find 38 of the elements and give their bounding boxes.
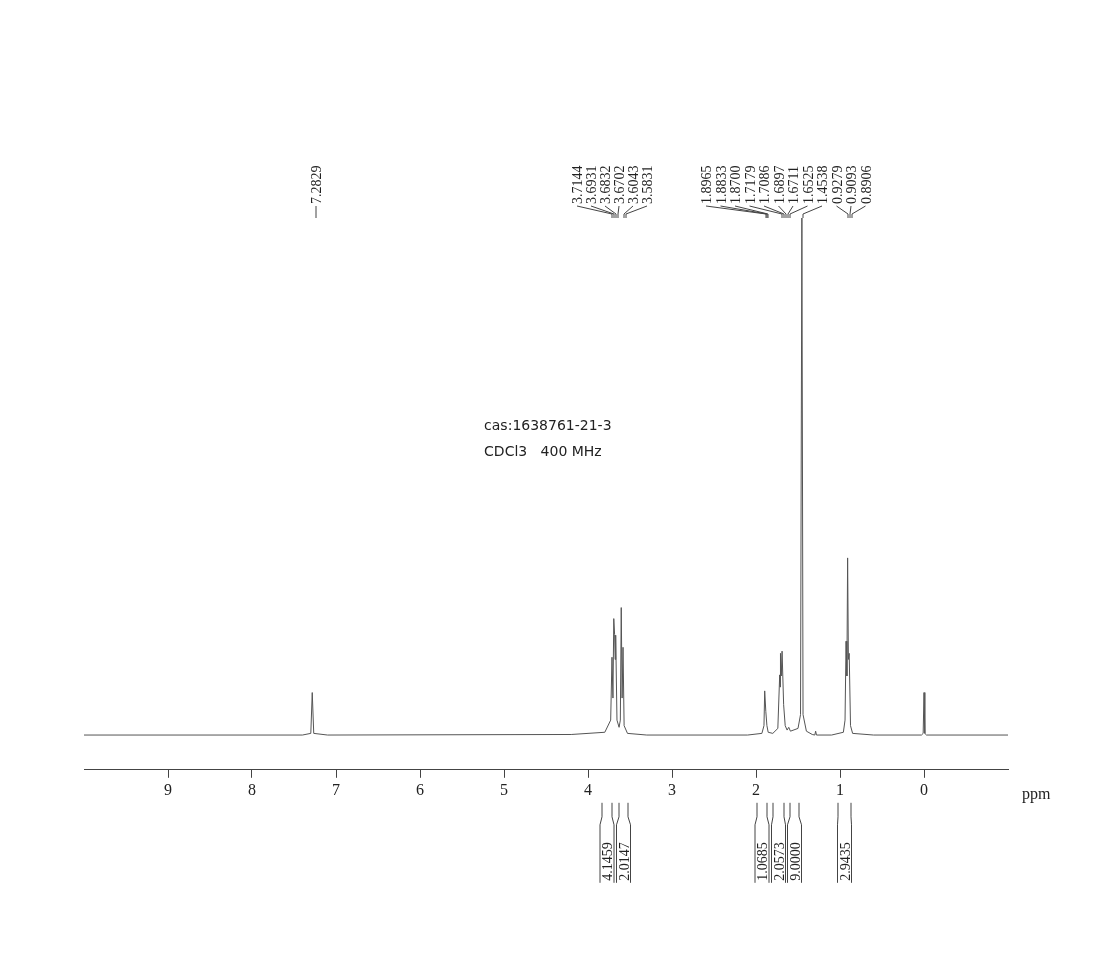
text: 1.0685 [755,842,770,881]
x-tick-label: 3 [668,780,676,798]
x-axis-title: ppm [1022,785,1051,803]
text: 2.0147 [616,842,632,881]
text: 1.8833 [713,165,729,204]
text: 1.7086 [757,165,772,204]
x-tick-label: 1 [836,780,844,798]
text: 3.6832 [598,165,613,204]
x-tick-label: 9 [164,780,172,798]
x-tick-label: 6 [416,780,424,798]
x-tick-label: 5 [500,780,508,798]
text: 3.6702 [612,165,627,204]
x-tick-label: 0 [920,780,928,798]
text: 3.6043 [626,165,641,204]
x-tick-label: 8 [248,780,256,798]
x-tick-label: 2 [752,780,760,798]
text: 1.4538 [815,165,830,204]
text: 0.9093 [844,165,859,204]
text: 2.0573 [771,842,787,881]
x-tick-label: 7 [332,780,340,798]
x-tick-label: 4 [584,780,592,798]
text: 4.1459 [600,842,615,881]
text: 9.0000 [787,842,803,881]
text: 3.7144 [570,165,585,204]
annotation: cas:1638761-21-3 [484,416,612,433]
text: 1.7179 [742,165,758,204]
text: 7.2829 [309,165,324,204]
text: 1.8700 [728,165,743,204]
text: 0.9279 [829,165,845,204]
text: 3.6931 [584,165,599,204]
text: 2.9435 [837,842,853,881]
text: 1.6711 [786,166,801,204]
text: 3.5831 [640,165,655,204]
annotation: CDCl3 400 MHz [484,442,602,459]
text: 1.8965 [699,165,714,204]
text: 1.6897 [771,165,787,204]
text: 1.6525 [800,165,816,204]
text: 0.8906 [858,165,874,204]
